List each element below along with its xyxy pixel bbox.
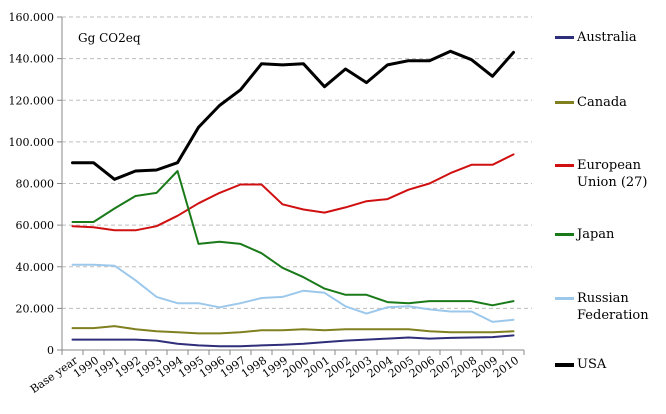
legend-swatch [555, 101, 574, 104]
legend-item-australia: Australia [555, 29, 666, 46]
legend-item-european-union-27: European Union (27) [555, 157, 666, 191]
legend-item-usa: USA [555, 356, 666, 373]
series-line-european-union-27 [71, 153, 515, 232]
legend-swatch [555, 233, 574, 236]
legend-item-japan: Japan [555, 226, 666, 243]
y-tick-label: 40.000 [16, 261, 55, 274]
y-tick-label: 0 [47, 344, 54, 357]
legend-item-canada: Canada [555, 94, 666, 111]
legend-label: European Union (27) [577, 158, 648, 190]
y-tick-label: 120.000 [9, 94, 55, 107]
series-line-usa [71, 49, 515, 181]
x-tick-label: Base year [28, 353, 81, 396]
grid-lines [62, 16, 532, 309]
legend-swatch [555, 363, 574, 367]
y-tick-label: 20.000 [16, 302, 55, 315]
legend-swatch [555, 297, 574, 300]
legend-label: USA [577, 357, 607, 372]
legend: Australia Canada European Union (27) Japan R… [555, 0, 666, 414]
legend-label: Russian Federation [577, 291, 649, 323]
y-tick-label: 140.000 [9, 53, 55, 66]
series-lines [71, 49, 515, 348]
y-tick-label: 100.000 [9, 136, 55, 149]
series-line-australia [71, 334, 515, 348]
legend-label: Australia [577, 30, 637, 45]
legend-label: Japan [577, 227, 615, 242]
series-line-canada [71, 325, 515, 335]
y-tick-label: 60.000 [16, 219, 55, 232]
axes: 0 20.000 40.000 60.000 80.000 100.000 120.000 1… [9, 11, 525, 396]
y-tick-label: 160.000 [9, 11, 55, 24]
y-tick-label: 80.000 [16, 178, 55, 191]
legend-swatch [555, 36, 574, 39]
legend-item-russian-federation: Russian Federation [555, 290, 666, 324]
legend-swatch [555, 164, 574, 167]
legend-label: Canada [577, 95, 627, 110]
unit-label: Gg CO2eq [78, 31, 141, 45]
series-line-japan [71, 170, 515, 307]
series-line-russian-federation [71, 263, 515, 323]
